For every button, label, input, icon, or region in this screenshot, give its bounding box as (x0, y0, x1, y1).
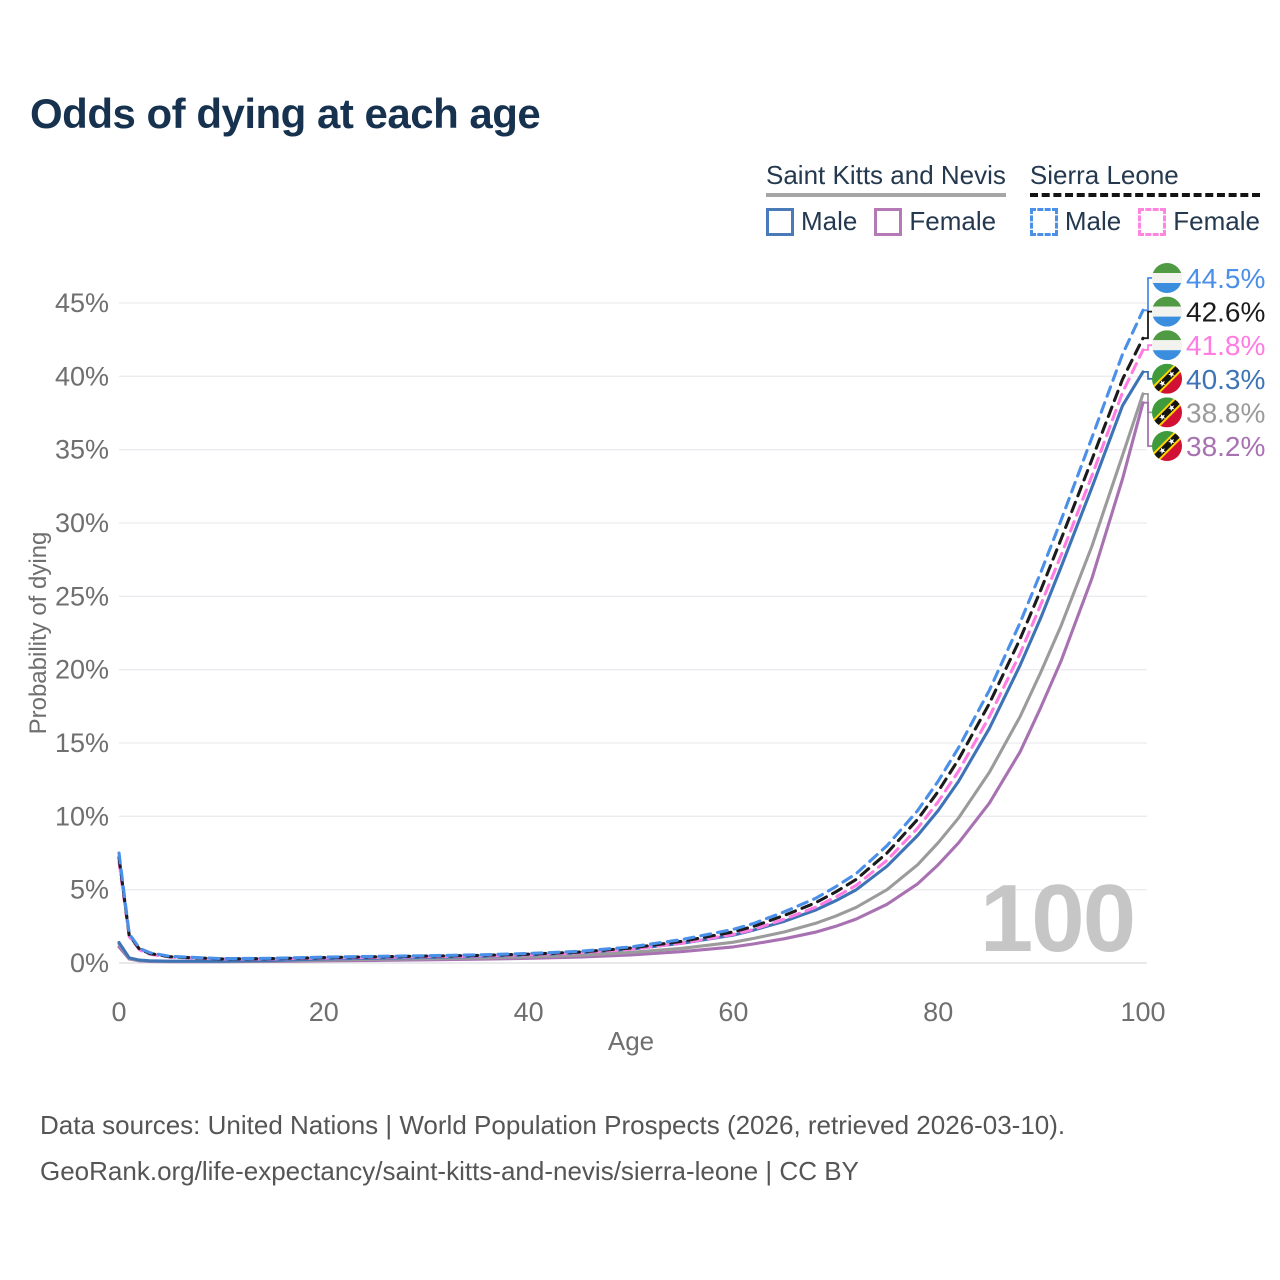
label-connector (1143, 371, 1153, 380)
end-value-label: 38.8% (1186, 397, 1265, 428)
x-tick-label: 80 (923, 997, 953, 1027)
end-value-label: 41.8% (1186, 330, 1265, 361)
label-connector (1143, 277, 1153, 312)
page-title: Odds of dying at each age (30, 90, 541, 137)
hover-age-watermark: 100 (980, 865, 1134, 972)
legend: Saint Kitts and Nevis Male Female Sierra… (766, 160, 1260, 237)
x-tick-label: 0 (111, 997, 126, 1027)
sierra-leone-flag-icon (1152, 263, 1182, 293)
y-tick-label: 10% (55, 801, 109, 831)
y-tick-label: 45% (55, 288, 109, 318)
legend-item-label: Male (1064, 206, 1122, 237)
legend-item-sl-female[interactable]: Female (1138, 206, 1260, 237)
end-value-label: 44.5% (1186, 263, 1265, 294)
x-tick-label: 60 (718, 997, 748, 1027)
saint-kitts-and-nevis-flag-icon (1151, 430, 1183, 462)
end-value-label: 38.2% (1186, 431, 1265, 462)
line-sierra-leone-male (117, 308, 1145, 961)
y-tick-label: 15% (55, 728, 109, 758)
label-connector (1143, 310, 1153, 340)
y-tick-label: 0% (70, 948, 109, 978)
x-axis-title: Age (608, 1026, 654, 1056)
sierra-leone-flag-icon (1152, 297, 1182, 327)
data-sources-text: Data sources: United Nations | World Pop… (40, 1110, 1066, 1140)
saint-kitts-and-nevis-flag-icon (1151, 363, 1183, 395)
end-value-label: 40.3% (1186, 364, 1265, 395)
legend-group-saint-kitts-and-nevis: Saint Kitts and Nevis Male Female (766, 160, 1006, 237)
age-watermark: 100 (980, 865, 1136, 972)
y-tick-label: 20% (55, 655, 109, 685)
series-end-labels: 44.5%42.6%41.8%40.3%38.8%38.2% (1143, 263, 1265, 462)
skn-female-swatch-icon (874, 207, 903, 236)
solid-line-style-indicator (766, 193, 1006, 198)
skn-male-swatch-icon (766, 207, 794, 236)
footer: Data sources: United Nations | World Pop… (40, 1102, 1065, 1194)
dashed-line-style-indicator (1029, 193, 1260, 198)
sl-female-swatch-icon (1138, 207, 1167, 236)
legend-item-label: Male (801, 206, 858, 237)
legend-item-sl-male[interactable]: Male (1029, 206, 1122, 237)
label-connector (1143, 344, 1153, 351)
x-tick-label: 100 (1120, 997, 1165, 1027)
legend-item-label: Female (1173, 206, 1260, 237)
legend-item-label: Female (909, 206, 997, 237)
sierra-leone-flag-icon (1152, 330, 1182, 360)
x-tick-label: 40 (514, 997, 544, 1027)
legend-group-title: Sierra Leone (1029, 160, 1179, 190)
y-tick-label: 5% (70, 875, 109, 905)
y-tick-label: 35% (55, 435, 109, 465)
end-value-label: 42.6% (1186, 297, 1265, 328)
saint-kitts-and-nevis-flag-icon (1151, 396, 1183, 428)
gridlines (119, 302, 1147, 964)
x-tick-label: 20 (309, 997, 339, 1027)
y-axis-title: Probability of dying (25, 532, 52, 735)
legend-group-title: Saint Kitts and Nevis (766, 160, 1006, 190)
y-tick-label: 25% (55, 581, 109, 611)
attribution-link-text[interactable]: GeoRank.org/life-expectancy/saint-kitts-… (40, 1156, 859, 1186)
legend-item-skn-female[interactable]: Female (874, 206, 996, 237)
label-connector (1143, 401, 1153, 447)
y-tick-label: 30% (55, 508, 109, 538)
axis-labels: 0% 5% 10% 15% 20% 25% 30% 35% 40% 45% 0 20 40 60 80 100… (25, 288, 1166, 1056)
legend-item-skn-male[interactable]: Male (766, 206, 857, 237)
sl-male-swatch-icon (1029, 207, 1058, 236)
y-tick-label: 40% (55, 361, 109, 391)
legend-group-sierra-leone: Sierra Leone Male Female (1029, 160, 1260, 237)
line-sierra-leone-female (117, 348, 1145, 961)
series-lines (117, 308, 1145, 964)
